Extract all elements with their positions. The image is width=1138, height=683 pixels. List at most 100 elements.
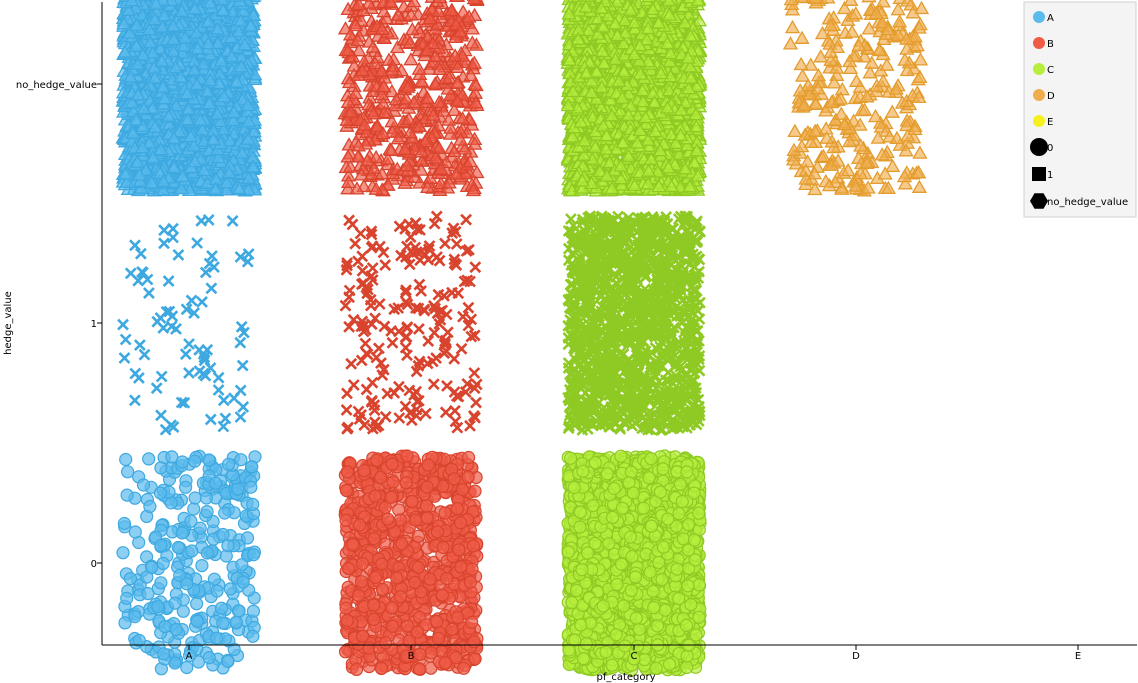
point-circle xyxy=(190,597,204,611)
point-x xyxy=(199,266,212,279)
point-x xyxy=(203,257,216,270)
point-triangle xyxy=(432,0,448,4)
point-x xyxy=(183,338,195,350)
point-circle xyxy=(420,480,434,494)
point-circle xyxy=(430,614,444,629)
point-x xyxy=(428,326,441,339)
point-x xyxy=(185,294,198,307)
point-x xyxy=(412,322,425,335)
point-x xyxy=(198,351,211,364)
point-circle xyxy=(408,575,422,590)
point-circle xyxy=(400,449,414,463)
point-x xyxy=(379,259,392,272)
point-circle xyxy=(223,582,237,596)
point-circle xyxy=(209,476,223,490)
point-x xyxy=(175,396,188,409)
point-x xyxy=(205,282,218,295)
point-circle xyxy=(154,576,168,590)
point-circle xyxy=(368,570,383,585)
point-circle xyxy=(195,558,209,573)
point-circle xyxy=(339,483,353,497)
point-circle xyxy=(454,516,468,530)
point-x xyxy=(157,321,170,334)
point-x xyxy=(219,412,232,425)
point-circle xyxy=(395,537,409,551)
point-circle xyxy=(175,455,189,469)
point-circle xyxy=(447,472,461,486)
point-circle xyxy=(246,629,260,643)
point-circle xyxy=(175,526,189,540)
point-x xyxy=(404,231,417,244)
point-circle xyxy=(455,483,470,497)
series-C-0 xyxy=(561,449,707,677)
point-x xyxy=(422,335,435,348)
point-circle xyxy=(355,556,370,571)
point-x xyxy=(163,305,176,318)
point-circle xyxy=(339,513,353,528)
point-circle xyxy=(184,514,198,528)
point-circle xyxy=(227,642,241,657)
point-x xyxy=(150,382,163,395)
point-circle xyxy=(232,604,246,618)
point-x xyxy=(234,250,247,263)
point-circle xyxy=(234,453,248,467)
point-x xyxy=(141,273,154,286)
point-circle xyxy=(412,662,426,676)
point-circle xyxy=(413,647,427,661)
point-x xyxy=(172,248,185,261)
point-circle xyxy=(451,610,465,625)
point-circle xyxy=(142,452,156,466)
point-circle xyxy=(132,633,146,648)
point-x xyxy=(401,240,413,253)
point-x xyxy=(196,295,208,308)
point-x xyxy=(234,336,247,349)
point-circle xyxy=(218,506,232,520)
point-x xyxy=(191,237,204,249)
point-x xyxy=(237,400,250,413)
point-circle xyxy=(439,656,453,670)
series-A-no_hedge_value xyxy=(115,0,263,197)
point-circle xyxy=(435,588,449,602)
point-x xyxy=(347,379,360,391)
point-x xyxy=(403,384,416,397)
point-circle xyxy=(236,575,250,589)
point-circle xyxy=(123,571,137,586)
point-circle xyxy=(136,478,151,492)
point-circle xyxy=(169,622,183,637)
point-circle xyxy=(353,518,367,532)
point-x xyxy=(117,318,129,331)
point-circle xyxy=(368,489,382,503)
point-circle xyxy=(180,577,194,591)
point-circle xyxy=(143,499,157,514)
point-circle xyxy=(367,598,381,612)
point-circle xyxy=(158,619,172,634)
point-x xyxy=(155,370,168,383)
point-circle xyxy=(222,457,236,471)
point-x xyxy=(343,284,356,297)
point-x xyxy=(226,214,239,227)
point-x xyxy=(167,222,179,235)
point-circle xyxy=(420,511,434,525)
point-circle xyxy=(367,531,381,546)
point-circle xyxy=(119,452,133,467)
point-x xyxy=(136,266,149,279)
point-x xyxy=(165,419,178,432)
point-circle xyxy=(247,548,261,562)
point-x xyxy=(129,239,141,252)
point-circle xyxy=(235,558,249,572)
point-x xyxy=(345,357,358,370)
point-x xyxy=(427,378,440,391)
point-circle xyxy=(216,616,230,630)
point-x xyxy=(346,218,359,231)
point-circle xyxy=(445,622,459,637)
point-circle xyxy=(419,499,433,513)
point-x xyxy=(234,411,247,423)
point-circle xyxy=(202,650,216,665)
point-x xyxy=(460,213,473,226)
point-x xyxy=(236,359,249,372)
point-circle xyxy=(118,616,132,630)
point-circle xyxy=(409,513,423,527)
point-triangle xyxy=(449,0,466,2)
point-circle xyxy=(385,457,399,471)
